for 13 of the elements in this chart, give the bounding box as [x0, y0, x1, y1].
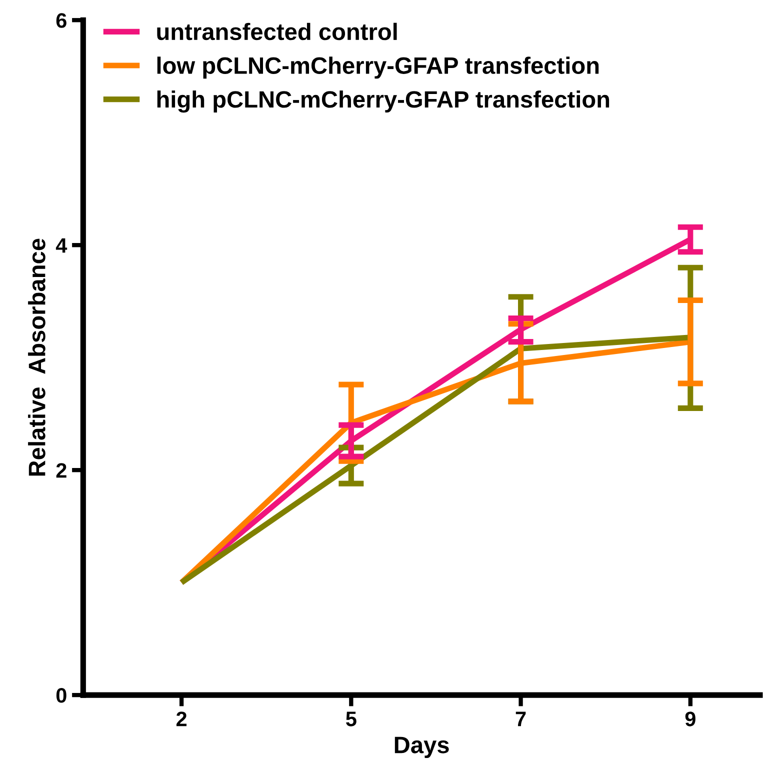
y-tick-label: 0 [56, 688, 66, 703]
y-tick-label: 6 [56, 13, 66, 28]
legend-label: low pCLNC-mCherry-GFAP transfection [157, 56, 599, 79]
x-axis-title: Days [394, 736, 449, 758]
x-tick-label: 5 [346, 712, 356, 726]
y-tick-label: 2 [56, 463, 66, 478]
x-tick-label: 2 [176, 712, 187, 726]
y-tick-label: 4 [56, 238, 68, 253]
legend-label: high pCLNC-mCherry-GFAP transfection [157, 90, 610, 113]
legend-label: untransfected control [157, 22, 397, 40]
x-tick-label: 7 [516, 712, 526, 726]
y-axis-title: Relative Absorbance [28, 238, 46, 476]
x-tick-label: 9 [685, 712, 696, 726]
